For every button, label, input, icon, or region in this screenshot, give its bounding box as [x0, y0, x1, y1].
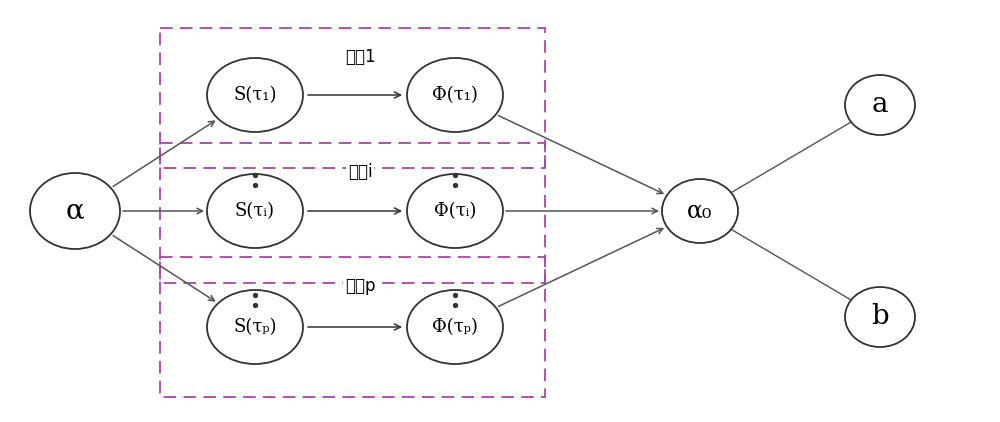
Ellipse shape — [407, 58, 503, 132]
Bar — [160, 257, 545, 397]
Ellipse shape — [662, 179, 738, 243]
Ellipse shape — [30, 173, 120, 249]
Text: S(τ₁): S(τ₁) — [233, 86, 277, 104]
Ellipse shape — [207, 174, 303, 248]
Text: a: a — [872, 92, 888, 119]
Text: Φ(τₚ): Φ(τₚ) — [432, 318, 478, 336]
Text: 谱枵i: 谱枵i — [348, 163, 372, 181]
Text: Φ(τ₁): Φ(τ₁) — [432, 86, 478, 104]
Text: α: α — [66, 197, 84, 225]
Text: S(τₚ): S(τₚ) — [233, 318, 277, 336]
Text: b: b — [871, 303, 889, 330]
Ellipse shape — [845, 287, 915, 347]
Text: 谱枵1: 谱枵1 — [345, 48, 375, 66]
Ellipse shape — [207, 58, 303, 132]
Ellipse shape — [407, 290, 503, 364]
Text: S(τᵢ): S(τᵢ) — [235, 202, 275, 220]
Ellipse shape — [407, 174, 503, 248]
Bar — [160, 143, 545, 283]
Text: 谱枵p: 谱枵p — [345, 277, 375, 295]
Ellipse shape — [845, 75, 915, 135]
Text: α₀: α₀ — [687, 200, 713, 222]
Text: Φ(τᵢ): Φ(τᵢ) — [434, 202, 476, 220]
Ellipse shape — [207, 290, 303, 364]
Bar — [160, 28, 545, 168]
